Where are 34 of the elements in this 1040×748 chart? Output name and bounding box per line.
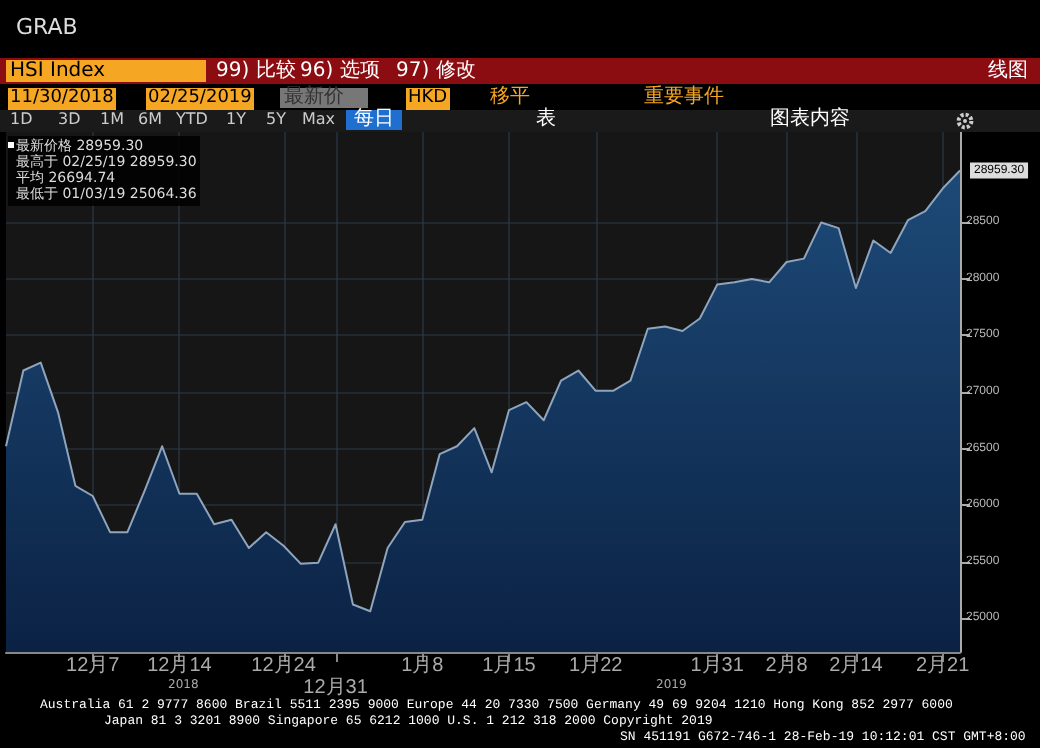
x-tick-label: 1月8 [401,655,445,677]
x-tick-label: 2月14 [829,655,884,677]
x-tick-label: 12月24 [251,655,317,677]
text: 1Y [226,110,246,128]
text: 11/30/2018 [8,88,116,110]
text: GRAB [16,14,78,40]
text: Max [302,110,336,128]
text: 移平 [490,86,530,108]
text: 图表内容 [770,108,850,130]
text: 99) 比较 [216,60,296,82]
text: 5Y [266,110,286,128]
text: 表 [536,108,556,130]
chart-title: HSI Index [10,60,106,82]
text: YTD [176,110,208,128]
text: 1M [100,110,124,128]
text: 96) 选项 [300,60,380,82]
text: HKD [406,88,450,110]
x-tick-label: 12月7 [66,655,121,677]
text: 97) 修改 [396,60,476,82]
x-tick-label: 1月31 [690,655,745,677]
text: 02/25/2019 [146,88,254,110]
text: 最新价 [280,86,368,108]
text: 1D [10,110,33,128]
x-tick-label: 12月14 [147,655,213,677]
text: 重要事件 [644,86,724,108]
x-tick-label: 2月21 [915,655,971,677]
x-tick-label: 2月8 [765,655,809,677]
x-tick-label: 12月31 [303,677,369,699]
text: 每日 [346,108,402,130]
text: 3D [58,110,81,128]
text: 线图 [988,60,1028,82]
x-tick-label: 1月15 [482,655,537,677]
x-tick-label: 1月22 [569,655,624,677]
text: 6M [138,110,162,128]
